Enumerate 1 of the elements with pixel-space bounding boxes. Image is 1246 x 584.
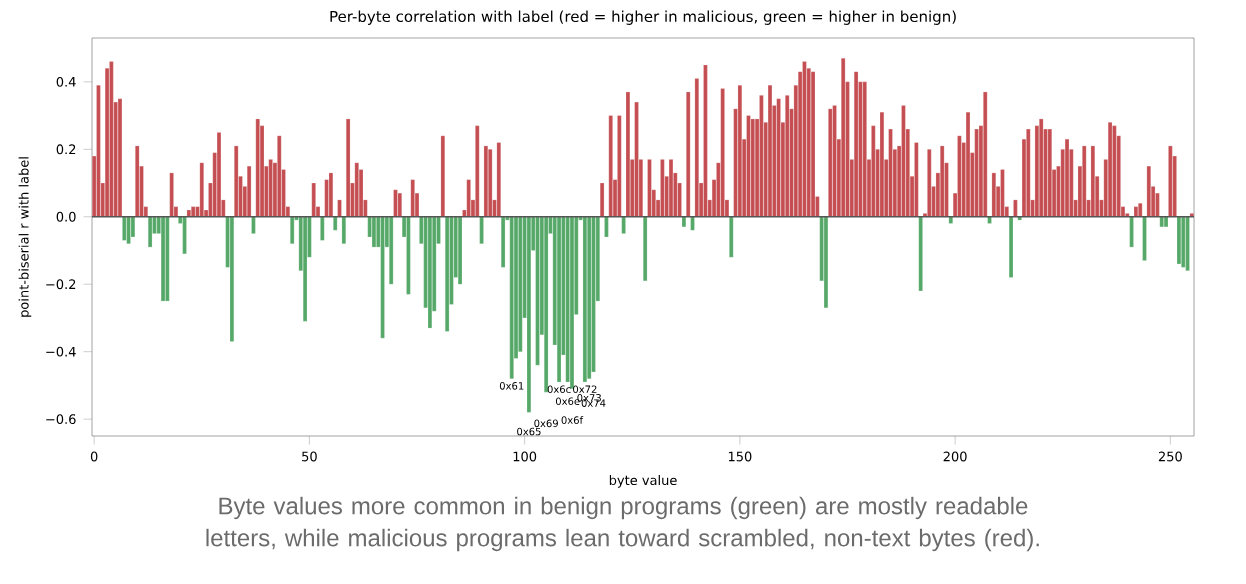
text: Byte values more common in benign programs (green) are mostly readable letters, while malicious programs lean toward scrambled, non-text bytes (red).	[206, 496, 1039, 552]
